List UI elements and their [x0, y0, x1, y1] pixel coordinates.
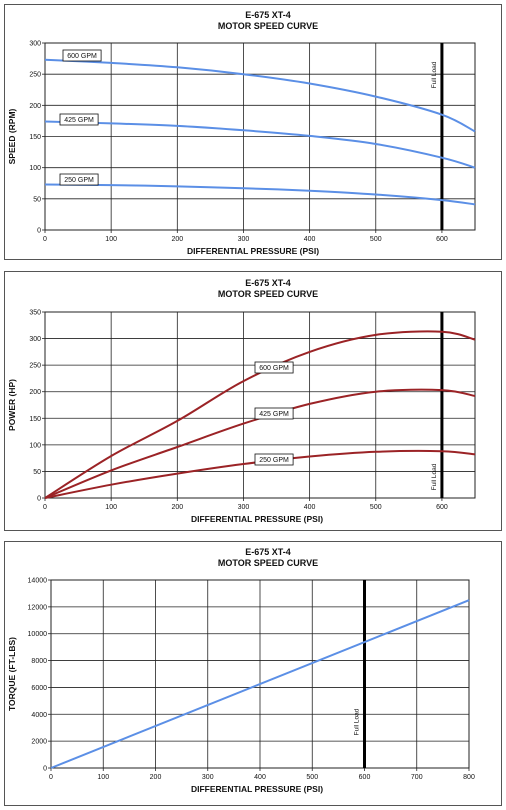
- plot-frame: [44, 42, 476, 231]
- full-load-label: Full Load: [354, 708, 361, 735]
- series-label-text: 600 GPM: [259, 365, 289, 372]
- x-axis-label: DIFFERENTIAL PRESSURE (PSI): [187, 246, 319, 256]
- x-tick-label: 300: [238, 504, 250, 511]
- y-tick-label: 8000: [31, 658, 47, 665]
- x-tick-label: 300: [202, 774, 214, 781]
- y-tick-label: 200: [29, 389, 41, 396]
- series-label: 600 GPM: [254, 361, 294, 374]
- chart-title: E-675 XT-4: [245, 278, 291, 288]
- x-tick-label: 600: [436, 504, 448, 511]
- y-tick-label: 100: [29, 442, 41, 449]
- series-label: 600 GPM: [62, 49, 102, 62]
- series-label-box: [62, 49, 102, 62]
- x-tick-label: 400: [304, 236, 316, 243]
- series-label: 250 GPM: [254, 453, 294, 466]
- chart-subtitle: MOTOR SPEED CURVE: [218, 21, 318, 31]
- series-label: 250 GPM: [59, 173, 99, 186]
- y-tick-label: 14000: [28, 578, 48, 585]
- y-axis-label: POWER (HP): [7, 379, 17, 431]
- x-tick-label: 0: [49, 774, 53, 781]
- y-tick-label: 200: [29, 103, 41, 110]
- y-tick-label: 2000: [31, 739, 47, 746]
- chart-subtitle: MOTOR SPEED CURVE: [218, 289, 318, 299]
- x-tick-label: 100: [105, 236, 117, 243]
- x-tick-label: 700: [411, 774, 423, 781]
- series-label-text: 425 GPM: [259, 411, 289, 418]
- chart-subtitle: MOTOR SPEED CURVE: [218, 558, 318, 568]
- y-tick-label: 6000: [31, 685, 47, 692]
- y-tick-label: 300: [29, 336, 41, 343]
- series-label-box: [254, 407, 294, 420]
- full-load-label: Full Load: [431, 61, 438, 88]
- y-axis-label: TORQUE (FT-LBS): [7, 637, 17, 711]
- series-line: [44, 388, 476, 499]
- series-label-text: 425 GPM: [64, 117, 94, 124]
- x-axis-label: DIFFERENTIAL PRESSURE (PSI): [191, 514, 323, 524]
- x-tick-label: 200: [150, 774, 162, 781]
- series-line: [44, 183, 476, 206]
- x-tick-label: 400: [254, 774, 266, 781]
- series-label-box: [254, 453, 294, 466]
- y-tick-label: 150: [29, 416, 41, 423]
- x-tick-label: 600: [436, 236, 448, 243]
- y-tick-label: 50: [33, 196, 41, 203]
- plot-frame: [44, 311, 476, 499]
- speed-chart-panel: E-675 XT-4 MOTOR SPEED CURVE 0 100 200 300 400…: [4, 4, 502, 260]
- series-label-box: [254, 361, 294, 374]
- x-tick-label: 0: [43, 504, 47, 511]
- series-line: [44, 120, 476, 169]
- chart-title: E-675 XT-4: [245, 10, 291, 20]
- series-label-box: [59, 113, 99, 126]
- x-tick-label: 400: [304, 504, 316, 511]
- series-line: [44, 58, 476, 133]
- series-label-box: [59, 173, 99, 186]
- x-tick-label: 500: [370, 504, 382, 511]
- series-label-text: 250 GPM: [64, 177, 94, 184]
- x-tick-label: 500: [370, 236, 382, 243]
- series-label: 425 GPM: [254, 407, 294, 420]
- y-tick-label: 300: [29, 41, 41, 48]
- x-tick-label: 100: [97, 774, 109, 781]
- series-line: [50, 599, 470, 769]
- y-tick-label: 100: [29, 165, 41, 172]
- y-axis-label: SPEED (RPM): [7, 108, 17, 164]
- y-tick-label: 0: [37, 496, 41, 503]
- series-label-text: 250 GPM: [259, 457, 289, 464]
- y-tick-label: 350: [29, 310, 41, 317]
- x-axis-label: DIFFERENTIAL PRESSURE (PSI): [191, 784, 323, 794]
- x-tick-label: 600: [359, 774, 371, 781]
- series-label: 425 GPM: [59, 113, 99, 126]
- y-tick-label: 50: [33, 469, 41, 476]
- x-tick-label: 300: [238, 236, 250, 243]
- y-tick-label: 150: [29, 134, 41, 141]
- chart-title: E-675 XT-4: [245, 547, 291, 557]
- x-tick-label: 200: [171, 504, 183, 511]
- y-tick-label: 10000: [28, 631, 48, 638]
- x-tick-label: 200: [171, 236, 183, 243]
- plot-frame: [50, 579, 470, 769]
- x-tick-label: 500: [306, 774, 318, 781]
- x-tick-label: 800: [463, 774, 475, 781]
- power-chart-panel: E-675 XT-4 MOTOR SPEED CURVE 0 100 200 300 400…: [4, 271, 502, 531]
- x-tick-label: 100: [105, 504, 117, 511]
- x-tick-label: 0: [43, 236, 47, 243]
- y-tick-label: 0: [43, 766, 47, 773]
- y-tick-label: 250: [29, 363, 41, 370]
- y-tick-label: 250: [29, 72, 41, 79]
- y-tick-label: 4000: [31, 712, 47, 719]
- y-tick-label: 0: [37, 228, 41, 235]
- series-label-text: 600 GPM: [67, 53, 97, 60]
- y-tick-label: 12000: [28, 604, 48, 611]
- torque-chart-panel: E-675 XT-4 MOTOR SPEED CURVE 0 100 200 300 400…: [4, 541, 502, 806]
- full-load-label: Full Load: [431, 463, 438, 490]
